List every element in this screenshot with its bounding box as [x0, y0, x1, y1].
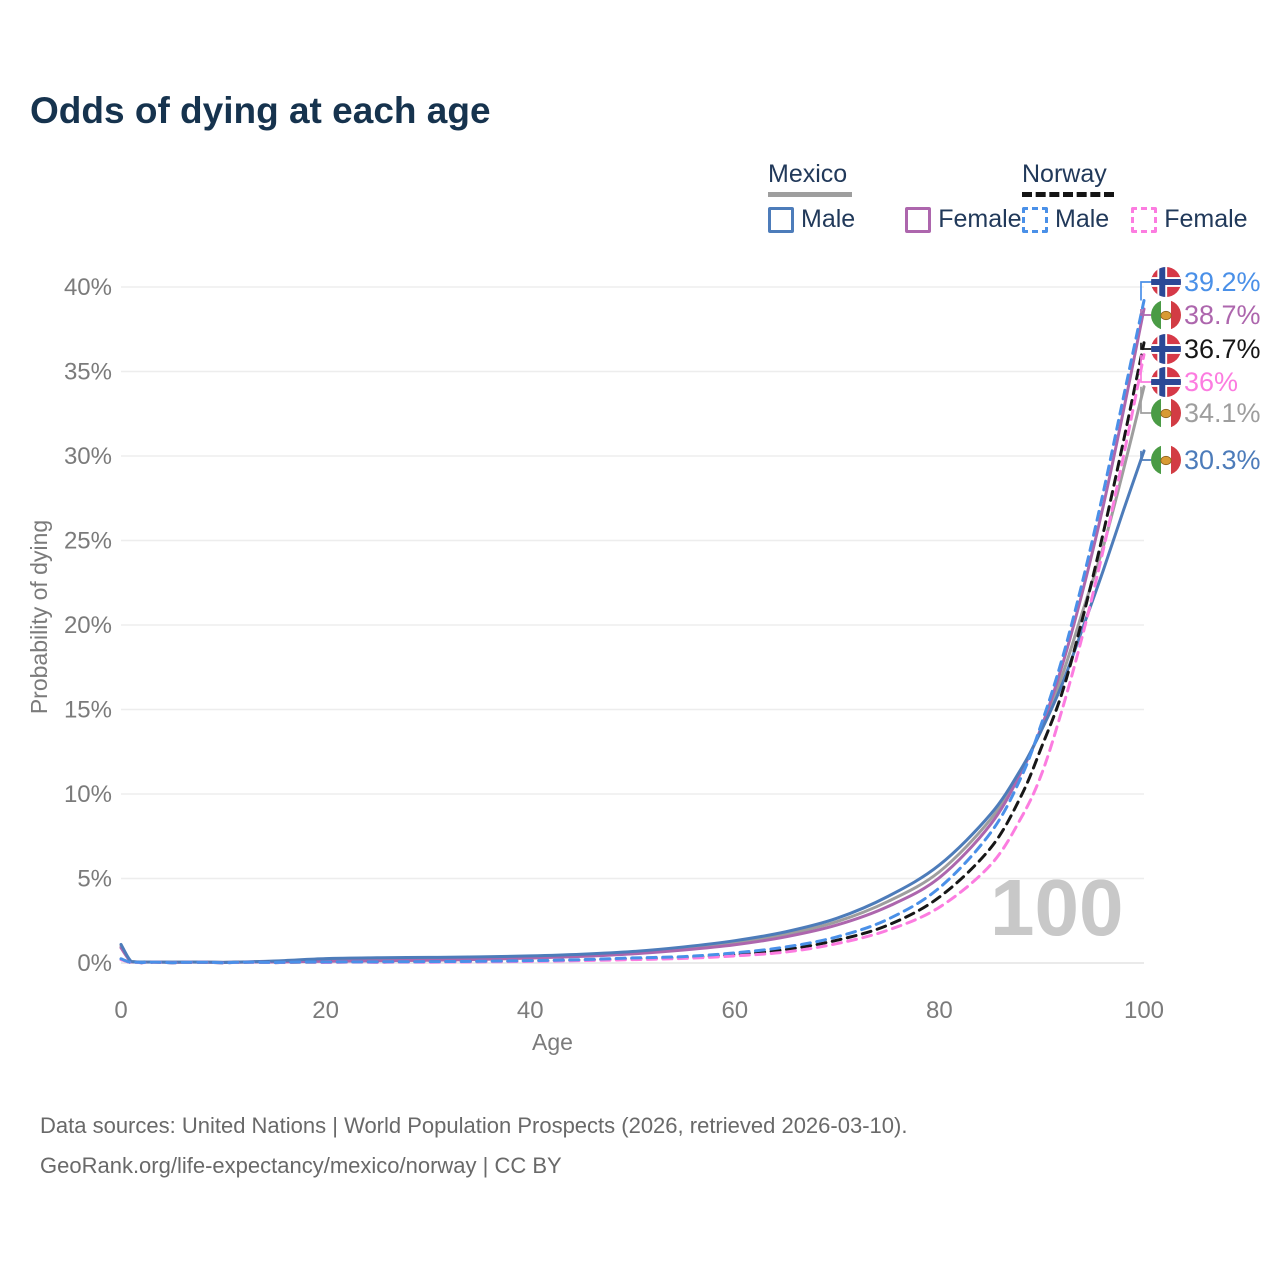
legend-country-mexico[interactable]: Mexico [768, 160, 1022, 197]
end-connector-norway-female [1140, 354, 1151, 383]
end-label-mexico-male: 30.3% [1184, 445, 1261, 475]
x-tick-label: 40 [517, 997, 544, 1024]
end-label-norway-female: 36% [1184, 367, 1238, 397]
legend-label-mexico-male[interactable]: Male [801, 205, 856, 233]
y-tick-label: 0% [77, 950, 112, 977]
legend-swatch-mexico-female[interactable] [905, 206, 932, 233]
y-tick-label: 25% [64, 528, 112, 555]
norway-flag-icon [1151, 267, 1181, 297]
legend-group-mexico: Mexico Male Female [768, 160, 1022, 234]
legend-swatch-norway-male[interactable] [1022, 206, 1048, 233]
end-connector-mexico-total [1140, 386, 1151, 414]
y-tick-label: 10% [64, 781, 112, 808]
footer-source-line2[interactable]: GeoRank.org/life-expectancy/mexico/norwa… [40, 1153, 562, 1178]
legend-label-mexico-female[interactable]: Female [938, 205, 1022, 233]
series-line-norway-female[interactable] [119, 353, 1146, 965]
x-tick-label: 20 [312, 997, 339, 1024]
norway-line-swatch [1022, 192, 1114, 197]
y-tick-label: 15% [64, 697, 112, 724]
end-label-norway-total: 36.7% [1184, 334, 1261, 364]
legend-country-norway[interactable]: Norway [1022, 160, 1248, 197]
series-line-norway-male[interactable] [119, 299, 1146, 965]
legend-label-norway-male[interactable]: Male [1055, 205, 1110, 233]
footer-source-line1: Data sources: United Nations | World Pop… [40, 1113, 908, 1138]
x-axis-title: Age [532, 1029, 573, 1055]
y-tick-label: 20% [64, 612, 112, 639]
y-tick-label: 40% [64, 274, 112, 301]
end-label-mexico-female: 38.7% [1184, 300, 1261, 330]
legend-swatch-mexico-male[interactable] [768, 206, 794, 233]
norway-flag-icon [1151, 334, 1181, 364]
legend-swatch-norway-female[interactable] [1131, 206, 1158, 233]
watermark-age-counter: 100 [990, 863, 1124, 952]
series-line-mexico-male[interactable] [119, 449, 1146, 964]
y-tick-label: 35% [64, 359, 112, 386]
legend-country-norway-label: Norway [1022, 160, 1107, 188]
mexico-line-swatch [768, 192, 852, 197]
norway-flag-icon [1151, 367, 1181, 397]
end-connector-mexico-female [1140, 308, 1151, 316]
series-line-mexico-total[interactable] [119, 385, 1146, 964]
legend-country-mexico-label: Mexico [768, 160, 848, 188]
mexico-flag-icon [1151, 398, 1181, 428]
end-label-norway-male: 39.2% [1184, 267, 1261, 297]
x-tick-label: 80 [926, 997, 953, 1024]
chart-title: Odds of dying at each age [30, 90, 491, 131]
series-line-norway-total[interactable] [119, 341, 1146, 965]
end-connector-norway-total [1140, 342, 1151, 350]
y-tick-label: 5% [77, 866, 112, 893]
end-connector-mexico-male [1140, 450, 1151, 461]
x-tick-label: 100 [1124, 997, 1164, 1024]
y-axis-title: Probability of dying [26, 520, 52, 714]
mexico-flag-icon [1151, 300, 1181, 330]
legend-label-norway-female[interactable]: Female [1164, 205, 1248, 233]
y-tick-label: 30% [64, 443, 112, 470]
mexico-flag-icon [1151, 445, 1181, 475]
footer: Data sources: United Nations | World Pop… [40, 1106, 907, 1186]
end-label-mexico-total: 34.1% [1184, 398, 1261, 428]
end-connector-norway-male [1140, 281, 1151, 301]
x-tick-label: 0 [114, 997, 127, 1024]
legend-group-norway: Norway Male Female [1022, 160, 1248, 234]
x-tick-label: 60 [721, 997, 748, 1024]
